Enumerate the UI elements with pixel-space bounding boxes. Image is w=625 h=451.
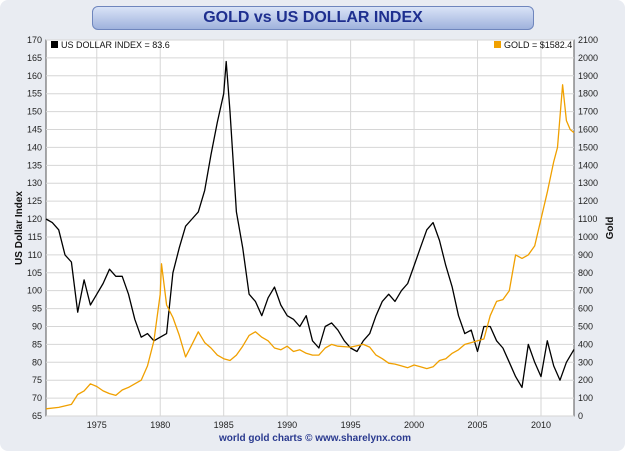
legend-dollar: US DOLLAR INDEX = 83.6	[51, 40, 170, 50]
y-tick-label: 100	[27, 286, 42, 296]
x-tick-label: 1990	[277, 420, 297, 430]
legend-gold: GOLD = $1582.4	[494, 40, 572, 50]
y-tick-label: 115	[28, 232, 42, 242]
y2-tick-label: 700	[578, 286, 593, 296]
y-tick-label: 135	[27, 160, 42, 170]
y2-tick-label: 800	[578, 268, 593, 278]
title-bar: GOLD vs US DOLLAR INDEX	[92, 6, 534, 30]
y2-tick-label: 900	[578, 250, 593, 260]
x-tick-label: 1980	[150, 420, 170, 430]
y2-tick-label: 1400	[578, 160, 598, 170]
y2-axis-title: Gold	[605, 217, 616, 240]
y2-tick-label: 2000	[578, 53, 598, 63]
y-tick-label: 120	[27, 214, 42, 224]
y-tick-label: 130	[27, 178, 42, 188]
y-tick-label: 95	[32, 304, 42, 314]
x-tick-label: 1975	[87, 420, 107, 430]
y2-tick-label: 1700	[578, 107, 598, 117]
y-tick-label: 140	[27, 142, 42, 152]
y-tick-label: 65	[32, 411, 42, 421]
y2-tick-label: 0	[578, 411, 583, 421]
y-tick-label: 110	[28, 250, 42, 260]
tick-labels: 65 70 75 80 85 90 95 100 105 110 115 120 125 130 135 14…	[27, 35, 598, 430]
y2-tick-label: 1900	[578, 71, 598, 81]
legend-dollar-label: US DOLLAR INDEX = 83.6	[61, 40, 170, 50]
footer-credit: world gold charts © www.sharelynx.com	[218, 433, 411, 444]
legend-dollar-swatch	[51, 41, 58, 48]
y2-tick-label: 100	[578, 393, 593, 403]
y-tick-label: 155	[27, 89, 42, 99]
y-tick-label: 170	[27, 35, 42, 45]
chart-title: GOLD vs US DOLLAR INDEX	[203, 9, 423, 26]
y2-tick-label: 1800	[578, 89, 598, 99]
y2-tick-label: 400	[578, 339, 593, 349]
y-tick-label: 160	[27, 71, 42, 81]
grid	[46, 39, 574, 417]
legend-gold-label: GOLD = $1582.4	[504, 40, 572, 50]
y-tick-label: 125	[27, 196, 42, 206]
dollar-index-line	[45, 60, 575, 389]
series-layer	[45, 60, 575, 410]
y2-tick-label: 1200	[578, 196, 598, 206]
y-tick-label: 105	[27, 268, 42, 278]
y-tick-label: 70	[32, 393, 42, 403]
y-tick-label: 85	[32, 339, 42, 349]
gold-price-line	[45, 84, 575, 410]
y-tick-label: 150	[27, 107, 42, 117]
y-tick-label: 75	[32, 375, 42, 385]
y2-tick-label: 1300	[578, 178, 598, 188]
x-tick-label: 2005	[468, 420, 488, 430]
y-axis-title: US Dollar Index	[14, 191, 25, 265]
legend-gold-swatch	[494, 41, 501, 48]
y2-tick-label: 500	[578, 321, 593, 331]
y2-tick-label: 2100	[578, 35, 598, 45]
y2-tick-label: 300	[578, 357, 593, 367]
y2-tick-label: 600	[578, 304, 593, 314]
y-tick-label: 80	[32, 357, 42, 367]
x-tick-label: 2000	[404, 420, 424, 430]
x-tick-label: 2010	[531, 420, 551, 430]
y-tick-label: 90	[32, 321, 42, 331]
y2-tick-label: 1600	[578, 125, 598, 135]
y2-tick-label: 1000	[578, 232, 598, 242]
x-tick-label: 1995	[341, 420, 361, 430]
y-tick-label: 165	[27, 53, 42, 63]
x-tick-label: 1985	[214, 420, 234, 430]
y2-tick-label: 200	[578, 375, 593, 385]
y2-tick-label: 1500	[578, 142, 598, 152]
plot-area	[45, 39, 575, 417]
y2-tick-label: 1100	[578, 214, 597, 224]
y-tick-label: 145	[27, 125, 42, 135]
